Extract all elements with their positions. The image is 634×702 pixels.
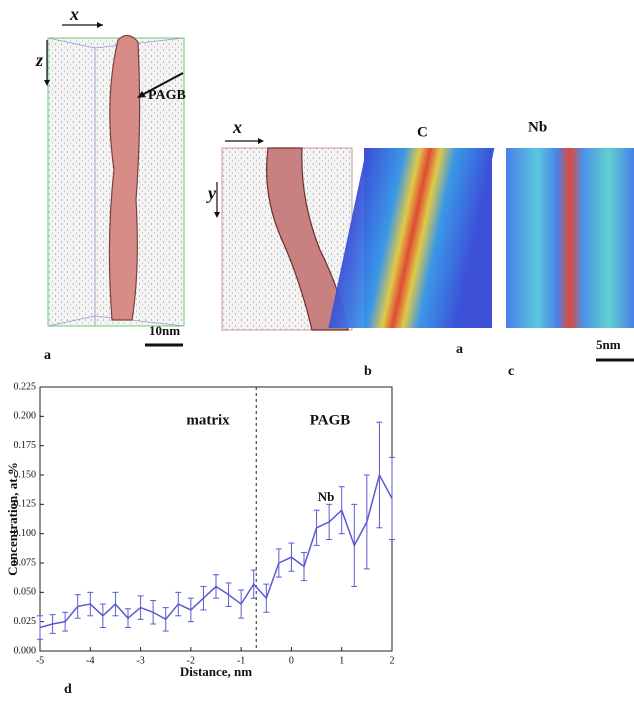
- x-tick-label: -1: [237, 655, 245, 666]
- annotation: PAGB: [310, 412, 351, 428]
- panel-label: c: [508, 364, 514, 379]
- y-tick-label: 0.175: [14, 440, 37, 451]
- panel-label: 10nm: [149, 323, 180, 338]
- x-tick-label: 2: [390, 655, 395, 666]
- panel-label: a: [456, 342, 463, 357]
- y-axis-label: Concentration, at.%: [5, 462, 20, 576]
- y-tick-label: 0.050: [14, 587, 37, 598]
- x-tick-label: -4: [86, 655, 94, 666]
- x-tick-label: 1: [339, 655, 344, 666]
- y-tick-label: 0.150: [14, 469, 37, 480]
- panel-label: 5nm: [596, 337, 621, 352]
- x-axis-label: Distance, nm: [180, 664, 252, 679]
- y-tick-label: 0.225: [14, 381, 37, 392]
- arrowhead: [214, 212, 220, 218]
- arrowhead: [97, 22, 103, 28]
- y-tick-label: 0.075: [14, 557, 37, 568]
- panel-label: x: [232, 117, 242, 137]
- annotation: matrix: [186, 412, 230, 428]
- arrowhead: [137, 91, 146, 98]
- y-tick-label: 0.200: [14, 411, 37, 422]
- pointer-arrow: [139, 72, 184, 97]
- data-line: [39, 472, 393, 629]
- x-tick-label: -3: [136, 655, 144, 666]
- x-tick-label: -2: [187, 655, 195, 666]
- arrowhead: [258, 138, 264, 144]
- panel-b-image: [221, 147, 353, 331]
- y-tick-label: 0.100: [14, 528, 37, 539]
- panel-label: d: [64, 682, 72, 697]
- panel-label: Nb: [528, 119, 547, 135]
- nb-map-image: [506, 148, 634, 328]
- annotation: Nb: [318, 489, 335, 504]
- y-tick-label: 0.000: [14, 645, 37, 656]
- panel-label: x: [69, 4, 79, 24]
- panel-label: y: [206, 183, 217, 203]
- panel-label: b: [364, 364, 372, 379]
- panel-label: C: [417, 124, 428, 140]
- panel-label: z: [35, 50, 43, 70]
- panel-label: PAGB: [148, 88, 186, 103]
- y-tick-label: 0.125: [14, 499, 37, 510]
- y-tick-label: 0.025: [14, 616, 37, 627]
- panel-a-image: [47, 34, 185, 327]
- x-tick-label: 0: [289, 655, 294, 666]
- arrowhead: [44, 80, 50, 86]
- panel-label: a: [44, 348, 51, 363]
- c-map-image: [328, 148, 494, 328]
- x-tick-label: -5: [36, 655, 44, 666]
